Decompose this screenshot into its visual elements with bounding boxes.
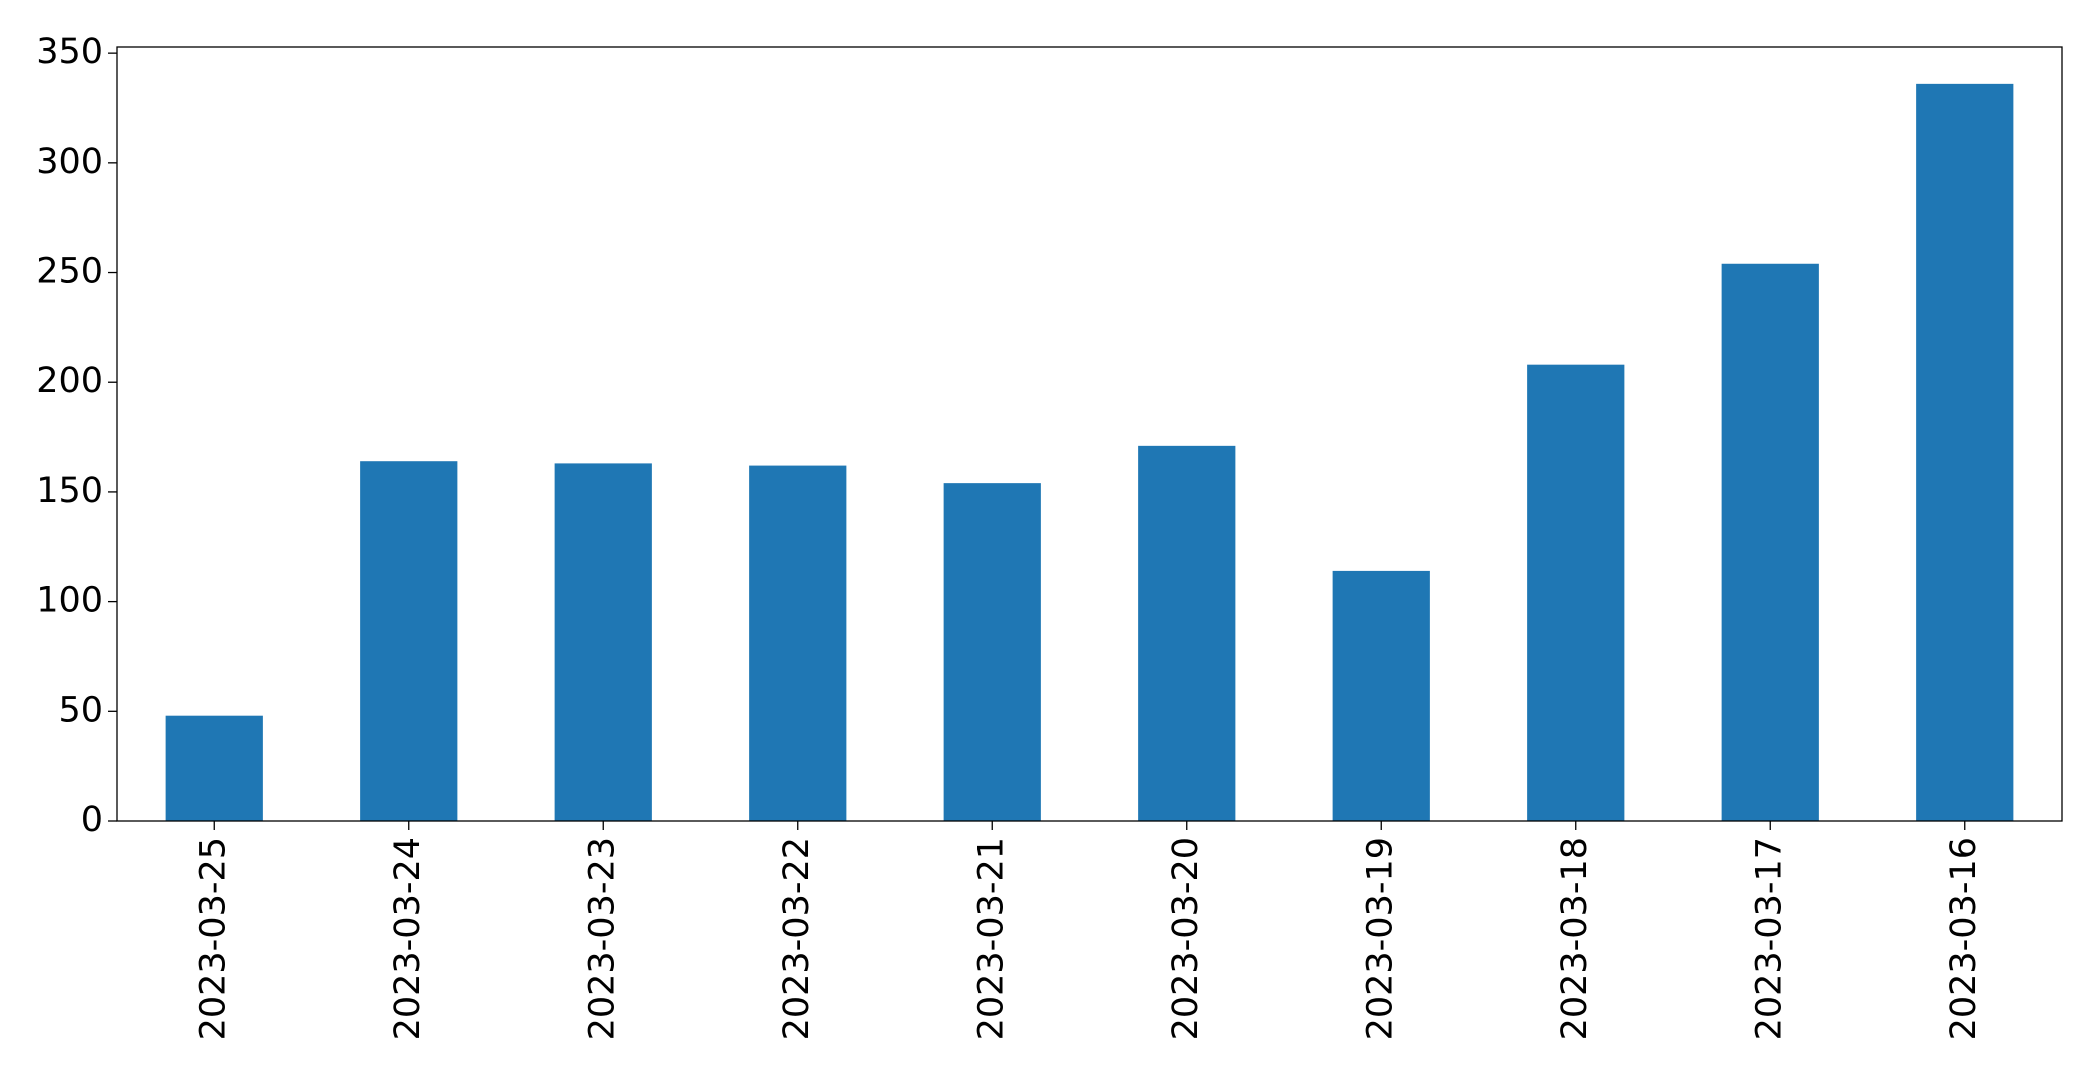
y-tick-label: 0 xyxy=(81,800,103,840)
bar xyxy=(360,461,458,821)
x-tick-label: 2023-03-22 xyxy=(777,837,817,1040)
bar xyxy=(1916,83,2014,822)
y-tick-label: 350 xyxy=(36,32,103,72)
x-tick-label: 2023-03-21 xyxy=(971,837,1011,1040)
x-tick-label: 2023-03-24 xyxy=(388,837,428,1040)
y-tick-label: 200 xyxy=(36,361,103,401)
x-tick-label: 2023-03-17 xyxy=(1749,837,1789,1040)
bar xyxy=(1527,364,1625,821)
y-tick-label: 300 xyxy=(36,142,103,182)
y-tick-label: 150 xyxy=(36,471,103,511)
bar xyxy=(165,715,263,821)
bar xyxy=(1138,445,1236,821)
y-tick-label: 50 xyxy=(58,690,103,730)
y-tick-label: 100 xyxy=(36,581,103,621)
x-tick-label: 2023-03-20 xyxy=(1166,837,1206,1040)
x-tick-label: 2023-03-18 xyxy=(1555,837,1595,1040)
bar xyxy=(554,463,652,821)
bar xyxy=(943,483,1041,821)
bar xyxy=(749,465,847,821)
bar xyxy=(1721,263,1819,821)
y-tick-label: 250 xyxy=(36,252,103,292)
x-tick-label: 2023-03-25 xyxy=(193,837,233,1040)
x-tick-label: 2023-03-19 xyxy=(1360,837,1400,1040)
x-tick-label: 2023-03-16 xyxy=(1944,837,1984,1040)
bar xyxy=(1332,570,1430,821)
plot-frame xyxy=(116,46,2063,822)
x-tick-label: 2023-03-23 xyxy=(582,837,622,1040)
